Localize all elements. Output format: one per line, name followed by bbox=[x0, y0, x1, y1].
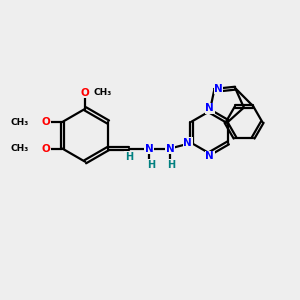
Text: O: O bbox=[42, 117, 50, 127]
Text: N: N bbox=[206, 103, 214, 113]
Text: CH₃: CH₃ bbox=[93, 88, 111, 97]
Text: N: N bbox=[184, 138, 192, 148]
Text: N: N bbox=[206, 152, 214, 161]
Text: N: N bbox=[145, 143, 154, 154]
Text: N: N bbox=[214, 84, 223, 94]
Text: H: H bbox=[167, 160, 175, 170]
Text: N: N bbox=[166, 143, 174, 154]
Text: H: H bbox=[147, 160, 155, 170]
Text: CH₃: CH₃ bbox=[11, 118, 29, 127]
Text: O: O bbox=[81, 88, 90, 98]
Text: H: H bbox=[125, 152, 133, 162]
Text: O: O bbox=[42, 143, 50, 154]
Text: CH₃: CH₃ bbox=[11, 144, 29, 153]
